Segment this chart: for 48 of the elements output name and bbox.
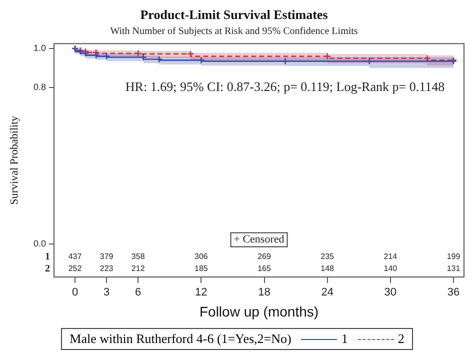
x-tick-label: 12 <box>195 286 208 299</box>
point <box>324 52 331 60</box>
annotation: 437 <box>68 252 82 262</box>
chart-title: Product-Limit Survival Estimates <box>140 7 328 22</box>
annotation: 358 <box>131 252 146 262</box>
annotation: 140 <box>384 264 398 274</box>
annotation: 165 <box>258 264 272 274</box>
y-axis-title: Survival Probability <box>8 115 20 205</box>
annotation: 306 <box>194 252 208 262</box>
annotation: 199 <box>446 252 461 262</box>
y-tick-label: 0.0 <box>33 238 46 248</box>
annotation: HR: 1.69; 95% CI: 0.87-3.26; p= 0.119; Log-Rank p= 0.1148 <box>125 78 445 94</box>
point <box>140 54 148 61</box>
annotation: 212 <box>131 264 146 274</box>
x-tick-label: 24 <box>321 286 334 299</box>
annotation: 269 <box>258 252 272 262</box>
point <box>282 58 289 65</box>
annotation: 235 <box>320 252 335 262</box>
x-tick-label: 18 <box>258 286 270 299</box>
annotation: 252 <box>68 264 82 274</box>
legend-title: Male within Rutherford 4-6 (1=Yes,2=No) <box>70 331 292 347</box>
x-tick-label: 0 <box>72 286 78 299</box>
x-axis-title: Follow up (months) <box>199 303 319 320</box>
x-tick-label: 6 <box>135 286 142 299</box>
point <box>198 56 205 64</box>
annotation: 379 <box>100 252 114 262</box>
annotation: 131 <box>446 264 461 274</box>
point <box>92 52 100 59</box>
legend-label: 2 <box>398 331 404 347</box>
point <box>187 50 194 58</box>
point <box>155 56 163 63</box>
point <box>102 52 110 60</box>
annotation: 223 <box>100 264 114 274</box>
legend-label: 1 <box>341 331 348 347</box>
y-tick-label: 0.8 <box>33 82 46 92</box>
point <box>134 50 142 58</box>
x-tick-label: 3 <box>104 286 110 299</box>
x-tick-label: 36 <box>447 286 460 299</box>
text: 1 <box>45 252 50 263</box>
annotation: 148 <box>320 264 335 274</box>
text: 2 <box>45 264 50 275</box>
chart-subtitle: With Number of Subjects at Risk and 95% Confidence Limits <box>110 26 358 38</box>
x-tick-label: 30 <box>384 286 397 299</box>
annotation: + Censored <box>234 234 285 246</box>
y-tick-label: 1.0 <box>33 42 46 53</box>
annotation: 214 <box>384 252 398 262</box>
point <box>366 58 374 65</box>
annotation: 185 <box>194 264 208 274</box>
